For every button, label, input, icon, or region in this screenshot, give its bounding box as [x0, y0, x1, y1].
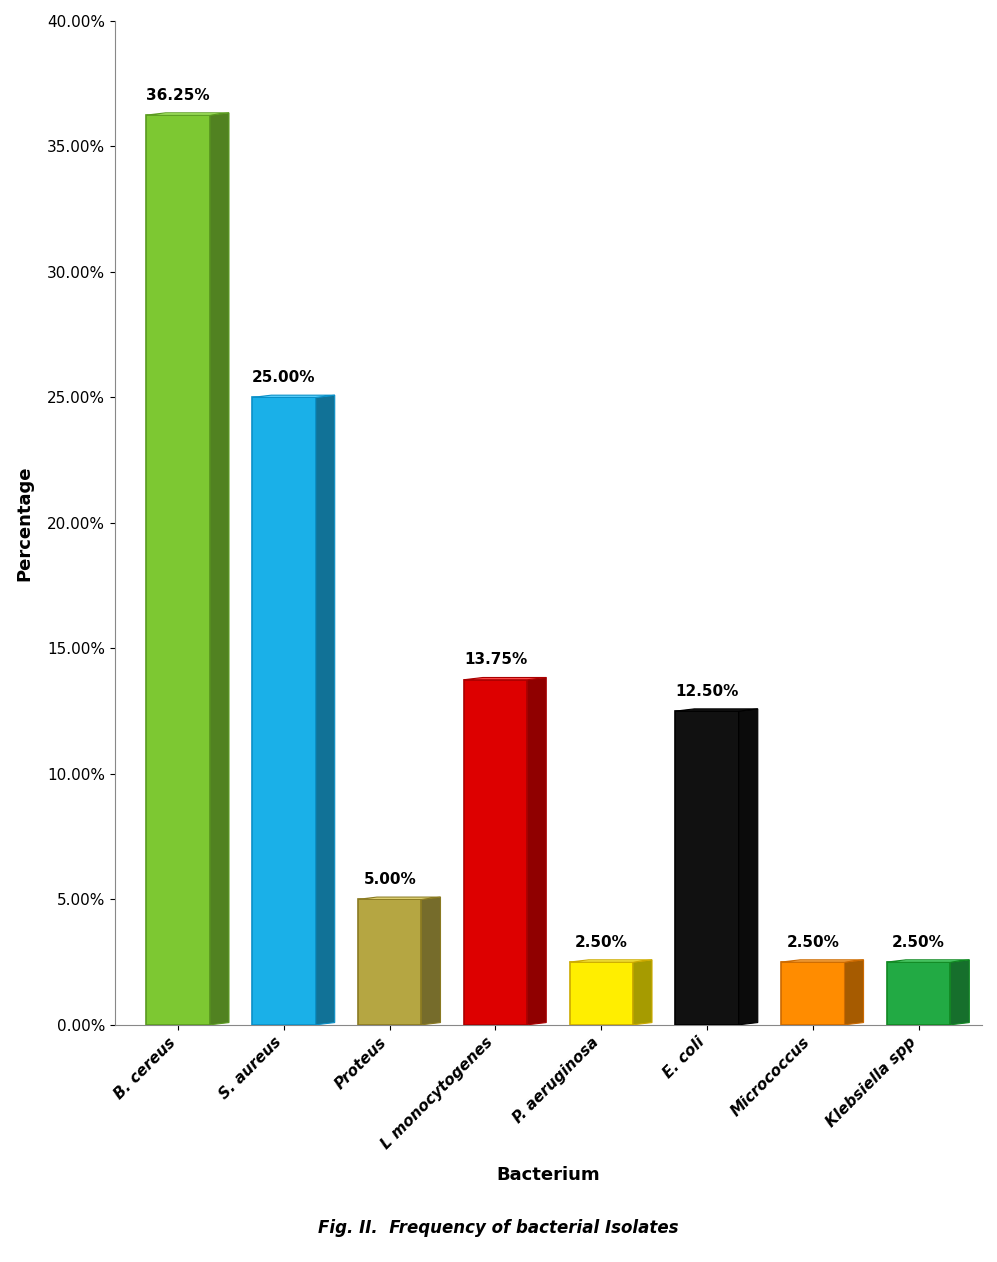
Polygon shape: [675, 709, 758, 711]
Bar: [464, 680, 527, 1025]
Text: 2.50%: 2.50%: [787, 935, 839, 949]
Polygon shape: [210, 112, 229, 1025]
Bar: [147, 115, 210, 1025]
Y-axis label: Percentage: Percentage: [15, 466, 33, 581]
Polygon shape: [316, 395, 335, 1025]
Text: Fig. II.  Frequency of bacterial Isolates: Fig. II. Frequency of bacterial Isolates: [318, 1219, 679, 1237]
X-axis label: Bacterium: Bacterium: [497, 1166, 600, 1184]
Bar: [252, 398, 316, 1025]
Bar: [781, 962, 844, 1025]
Text: 2.50%: 2.50%: [892, 935, 945, 949]
Polygon shape: [147, 112, 229, 115]
Polygon shape: [781, 960, 863, 962]
Polygon shape: [252, 395, 335, 398]
Polygon shape: [739, 709, 758, 1025]
Polygon shape: [844, 960, 863, 1025]
Polygon shape: [527, 678, 546, 1025]
Polygon shape: [633, 960, 652, 1025]
Polygon shape: [950, 960, 969, 1025]
Text: 5.00%: 5.00%: [363, 872, 416, 887]
Bar: [569, 962, 633, 1025]
Polygon shape: [358, 897, 441, 900]
Text: 13.75%: 13.75%: [464, 652, 527, 668]
Polygon shape: [569, 960, 652, 962]
Bar: [675, 711, 739, 1025]
Polygon shape: [422, 897, 441, 1025]
Polygon shape: [464, 678, 546, 680]
Text: 36.25%: 36.25%: [147, 87, 210, 102]
Bar: [886, 962, 950, 1025]
Polygon shape: [886, 960, 969, 962]
Bar: [358, 900, 422, 1025]
Text: 2.50%: 2.50%: [575, 935, 628, 949]
Text: 25.00%: 25.00%: [252, 370, 316, 385]
Text: 12.50%: 12.50%: [675, 684, 739, 699]
